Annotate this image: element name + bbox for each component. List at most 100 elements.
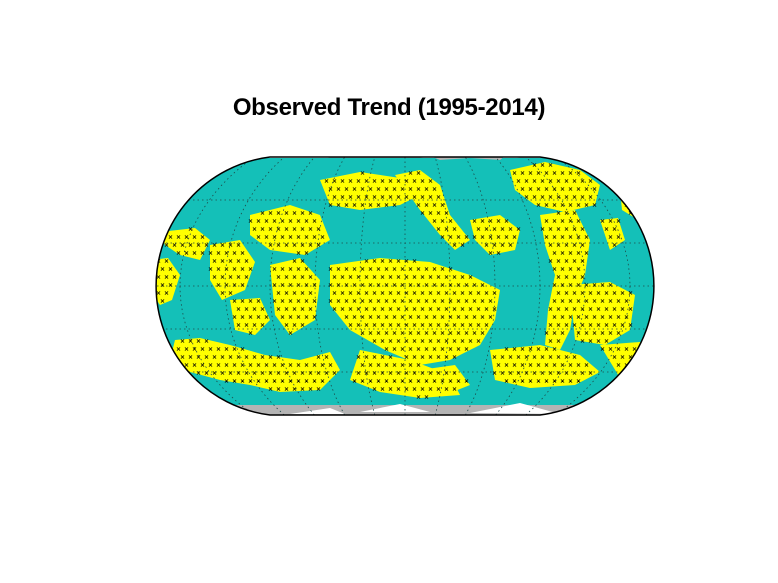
x-icon — [396, 323, 401, 327]
x-icon — [424, 315, 429, 319]
x-icon — [284, 275, 289, 279]
x-icon — [384, 299, 389, 303]
x-icon — [248, 331, 253, 335]
x-icon — [540, 179, 545, 183]
x-icon — [608, 299, 613, 303]
x-icon — [368, 187, 373, 191]
x-icon — [240, 267, 245, 271]
x-icon — [428, 179, 433, 183]
x-icon — [252, 307, 257, 311]
x-icon — [548, 179, 553, 183]
x-icon — [588, 307, 593, 311]
x-icon — [640, 347, 645, 351]
x-icon — [352, 299, 357, 303]
x-icon — [584, 331, 589, 335]
x-icon — [332, 195, 337, 199]
x-icon — [384, 347, 389, 351]
x-icon — [340, 307, 345, 311]
x-icon — [540, 195, 545, 199]
x-icon — [556, 323, 561, 327]
x-icon — [260, 371, 265, 375]
x-icon — [480, 331, 485, 335]
x-icon — [436, 291, 441, 295]
x-icon — [356, 195, 361, 199]
x-icon — [336, 299, 341, 303]
x-icon — [420, 179, 425, 183]
x-icon — [304, 379, 309, 383]
x-icon — [600, 347, 605, 351]
x-icon — [552, 331, 557, 335]
x-icon — [352, 187, 357, 191]
x-icon — [332, 275, 337, 279]
x-icon — [464, 331, 469, 335]
x-icon — [236, 323, 241, 327]
x-icon — [416, 315, 421, 319]
x-icon — [172, 243, 177, 247]
x-icon — [492, 243, 497, 247]
x-icon — [556, 339, 561, 343]
x-icon — [580, 323, 585, 327]
x-icon — [392, 331, 397, 335]
x-icon — [464, 347, 469, 351]
x-icon — [572, 323, 577, 327]
x-icon — [380, 195, 385, 199]
x-icon — [432, 267, 437, 271]
x-icon — [604, 323, 609, 327]
x-icon — [228, 259, 233, 263]
x-icon — [340, 195, 345, 199]
x-icon — [496, 235, 501, 239]
x-icon — [552, 347, 557, 351]
x-icon — [348, 275, 353, 279]
x-icon — [568, 203, 573, 207]
x-icon — [440, 203, 445, 207]
x-icon — [428, 275, 433, 279]
x-icon — [292, 323, 297, 327]
x-icon — [416, 283, 421, 287]
x-icon — [608, 283, 613, 287]
x-icon — [408, 315, 413, 319]
x-icon — [576, 283, 581, 287]
x-icon — [424, 267, 429, 271]
x-icon — [260, 307, 265, 311]
x-icon — [592, 283, 597, 287]
x-icon — [464, 379, 469, 383]
x-icon — [372, 371, 377, 375]
x-icon — [628, 195, 633, 199]
x-icon — [244, 259, 249, 263]
x-icon — [548, 323, 553, 327]
x-icon — [548, 307, 553, 311]
x-icon — [372, 259, 377, 263]
x-icon — [264, 235, 269, 239]
x-icon — [532, 163, 537, 167]
x-icon — [524, 355, 529, 359]
x-icon — [192, 347, 197, 351]
x-icon — [216, 347, 221, 351]
x-icon — [364, 259, 369, 263]
x-icon — [356, 275, 361, 279]
x-icon — [176, 235, 181, 239]
x-icon — [392, 315, 397, 319]
x-icon — [584, 363, 589, 367]
x-icon — [384, 379, 389, 383]
x-icon — [580, 339, 585, 343]
x-icon — [512, 347, 517, 351]
x-icon — [296, 267, 301, 271]
x-icon — [492, 355, 497, 359]
x-icon — [560, 315, 565, 319]
x-icon — [536, 203, 541, 207]
x-icon — [376, 331, 381, 335]
x-icon — [480, 219, 485, 223]
x-icon — [396, 339, 401, 343]
x-icon — [644, 355, 649, 359]
x-icon — [592, 187, 597, 191]
x-icon — [160, 299, 165, 303]
x-icon — [364, 275, 369, 279]
x-icon — [408, 283, 413, 287]
x-icon — [504, 235, 509, 239]
x-icon — [444, 387, 449, 391]
x-icon — [384, 331, 389, 335]
x-icon — [576, 171, 581, 175]
x-icon — [292, 243, 297, 247]
x-icon — [384, 283, 389, 287]
x-icon — [276, 227, 281, 231]
